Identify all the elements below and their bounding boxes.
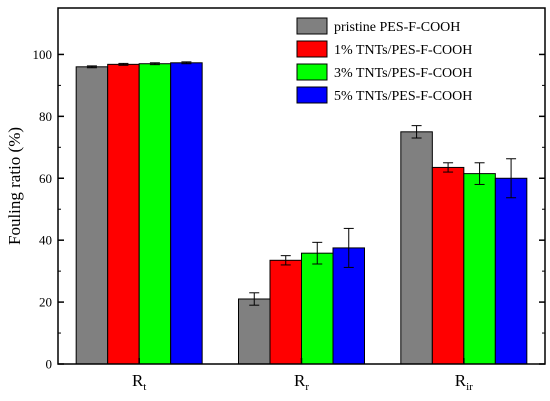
legend-label: 5% TNTs/PES-F-COOH — [334, 89, 472, 104]
bar — [463, 173, 496, 365]
bar — [107, 63, 140, 365]
bar — [494, 177, 528, 365]
x-axis-labels: Rt Rr Rir — [132, 358, 473, 393]
bar — [75, 66, 109, 365]
legend-label: 3% TNTs/PES-F-COOH — [334, 66, 472, 81]
legend-label: pristine PES-F-COOH — [334, 20, 460, 35]
y-tick-label: 40 — [39, 233, 52, 248]
legend-label: 1% TNTs/PES-F-COOH — [334, 43, 472, 58]
error-bars-layer — [86, 61, 517, 306]
x-category-label: Rir — [455, 371, 473, 393]
bar — [170, 62, 203, 365]
legend-swatch — [296, 86, 328, 104]
x-category-label: Rt — [132, 371, 146, 393]
y-tick-label: 20 — [39, 295, 52, 310]
y-tick-label: 80 — [39, 109, 52, 124]
y-tick-label: 100 — [33, 47, 53, 62]
y-axis-ticks: 0 20 40 60 80 100 — [33, 47, 545, 372]
bars-layer — [75, 62, 528, 365]
plot-frame — [57, 7, 546, 365]
x-category-label: Rr — [294, 371, 309, 393]
bar — [301, 252, 334, 365]
bar — [431, 166, 465, 365]
legend: pristine PES-F-COOH 1% TNTs/PES-F-COOH 3% … — [296, 17, 472, 104]
y-tick-label: 60 — [39, 171, 52, 186]
y-axis-title: Fouling ratio (%) — [5, 127, 24, 245]
bar — [269, 259, 302, 365]
legend-swatch — [296, 40, 328, 58]
bar — [138, 63, 172, 365]
y-tick-label: 0 — [46, 357, 53, 372]
bar — [238, 298, 271, 365]
legend-swatch — [296, 17, 328, 35]
legend-swatch — [296, 63, 328, 81]
bar — [400, 131, 433, 365]
